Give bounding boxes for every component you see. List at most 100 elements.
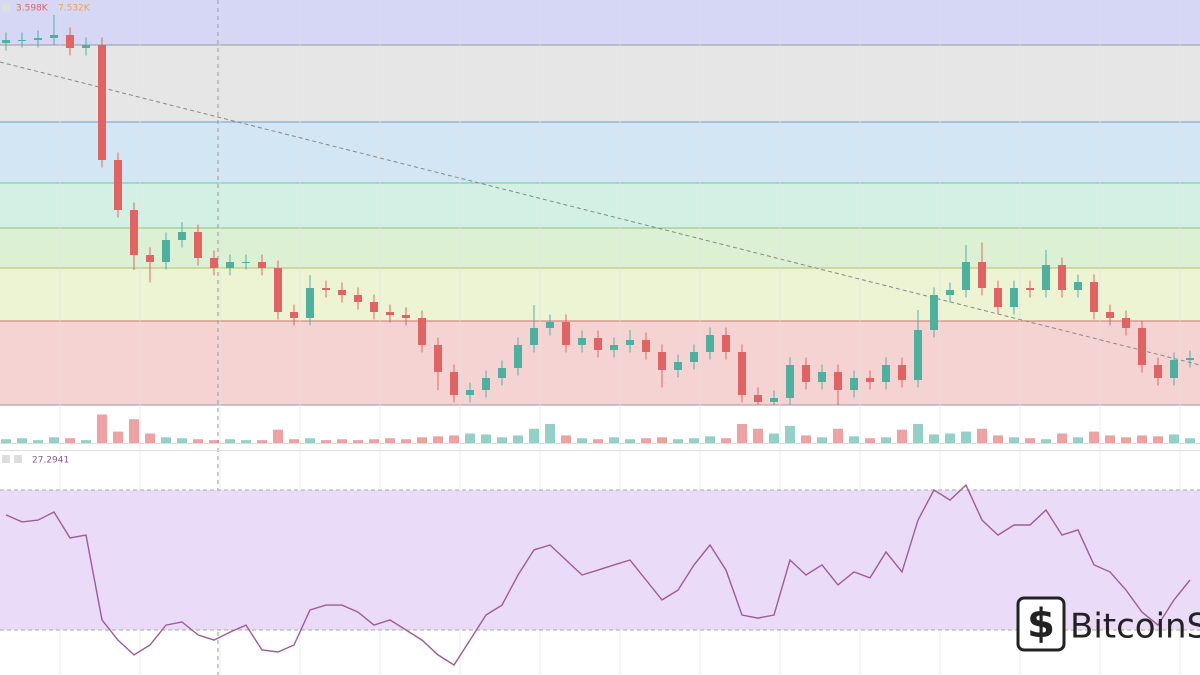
volume-bar	[1105, 435, 1115, 443]
volume-bar	[689, 438, 699, 443]
volume-bar	[305, 438, 315, 443]
volume-bar	[993, 435, 1003, 443]
candle-body	[706, 335, 714, 352]
candle-body	[1170, 360, 1178, 378]
volume-bar	[1041, 439, 1051, 443]
candle-body	[642, 340, 650, 352]
logo-mark: $	[1027, 601, 1055, 647]
header-icon[interactable]	[2, 455, 10, 463]
fib-band	[0, 45, 1200, 122]
candle-body	[546, 322, 554, 328]
candle-body	[946, 290, 954, 295]
volume-bar	[641, 438, 651, 443]
header-icon[interactable]	[2, 4, 10, 12]
candle-body	[818, 372, 826, 382]
candle-body	[386, 312, 394, 315]
candle-body	[210, 258, 218, 268]
candle-body	[754, 395, 762, 402]
candle-body	[658, 352, 666, 370]
candle-body	[530, 328, 538, 345]
logo-icon	[1016, 596, 1066, 652]
volume-bar	[705, 436, 715, 443]
candle-body	[770, 398, 778, 402]
candle-body	[594, 338, 602, 350]
candle-body	[50, 35, 58, 38]
volume-bar	[257, 440, 267, 443]
volume-bar	[481, 434, 491, 443]
volume-bar	[33, 440, 43, 443]
fib-band	[0, 321, 1200, 405]
candle-body	[562, 322, 570, 345]
candle-body	[514, 345, 522, 368]
volume-bar	[65, 438, 75, 443]
volume-bar	[81, 440, 91, 443]
volume-bar	[193, 439, 203, 443]
candle-body	[866, 378, 874, 382]
volume-bar	[241, 440, 251, 443]
rsi-panel	[0, 483, 1200, 666]
candle-body	[834, 372, 842, 390]
volume-bar	[593, 439, 603, 443]
candle-body	[578, 338, 586, 345]
candle-body	[82, 45, 90, 48]
volume-bar	[897, 429, 907, 443]
volume-bar	[1153, 436, 1163, 443]
candle-body	[98, 45, 106, 160]
volume-bar	[625, 439, 635, 443]
volume-bar	[273, 429, 283, 443]
candle-body	[130, 210, 138, 255]
candle-body	[674, 362, 682, 370]
volume-bar	[497, 437, 507, 443]
candle-body	[34, 38, 42, 40]
volume-bar	[401, 439, 411, 443]
candle-body	[1186, 358, 1194, 360]
candle-body	[1074, 282, 1082, 290]
volume-bar	[737, 424, 747, 443]
candle-body	[786, 365, 794, 398]
volume-bar	[817, 437, 827, 443]
candle-body	[162, 240, 170, 262]
candle-body	[610, 345, 618, 350]
volume-bar	[865, 438, 875, 443]
candle-body	[978, 262, 986, 288]
candle-body	[626, 340, 634, 345]
candle-body	[242, 262, 250, 263]
candle-body	[258, 262, 266, 268]
candle-body	[146, 255, 154, 262]
volume-bar	[849, 436, 859, 443]
volume-bar	[1009, 437, 1019, 443]
candle-body	[18, 40, 26, 41]
volume-bar	[1073, 437, 1083, 443]
candle-body	[882, 365, 890, 382]
candles	[2, 15, 1194, 405]
candle-body	[1042, 265, 1050, 290]
volume-bar	[529, 428, 539, 443]
rsi-band	[0, 490, 1200, 630]
volume-bar	[321, 440, 331, 443]
candle-body	[1154, 365, 1162, 378]
candle-body	[738, 352, 746, 395]
volume-bar	[753, 428, 763, 443]
volume-bar	[721, 438, 731, 443]
volume-bar	[97, 414, 107, 443]
candle-body	[1090, 282, 1098, 312]
volume-bar	[353, 440, 363, 443]
volume-bar	[769, 433, 779, 443]
volume-bar	[337, 439, 347, 443]
watermark: $ BitcoinS	[1016, 596, 1200, 652]
candle-body	[1026, 288, 1034, 290]
volume-bar	[417, 437, 427, 443]
volume-bar	[513, 435, 523, 443]
candle-body	[930, 295, 938, 330]
volume-bar	[1, 439, 11, 443]
candle-body	[306, 288, 314, 318]
volume-bar	[145, 433, 155, 443]
candle-body	[914, 330, 922, 380]
candle-body	[402, 315, 410, 318]
candle-body	[482, 378, 490, 390]
candle-body	[194, 232, 202, 258]
candle-body	[802, 365, 810, 382]
volume-bar	[449, 435, 459, 443]
header-icon[interactable]	[14, 455, 22, 463]
volume-bar	[577, 438, 587, 443]
